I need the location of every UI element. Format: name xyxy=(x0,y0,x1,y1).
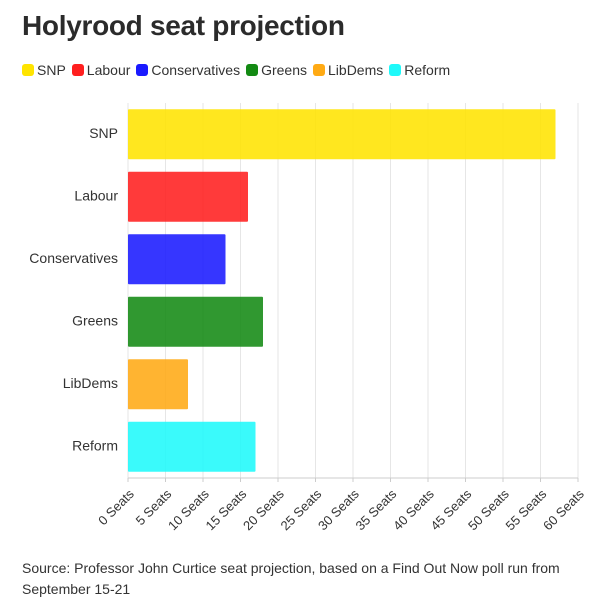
legend-item-labour[interactable]: Labour xyxy=(71,62,131,78)
legend-label-snp: SNP xyxy=(37,62,66,78)
bar-greens[interactable] xyxy=(128,296,263,347)
legend: SNP Labour Conservatives Greens LibDems … xyxy=(22,62,456,78)
legend-label-conservatives: Conservatives xyxy=(151,62,241,78)
bar-conservatives[interactable] xyxy=(128,234,226,285)
legend-item-snp[interactable]: SNP xyxy=(22,62,66,78)
y-category-label: LibDems xyxy=(63,375,118,391)
y-category-label: Greens xyxy=(72,312,118,328)
legend-item-conservatives[interactable]: Conservatives xyxy=(136,62,240,78)
x-tick-label: 0 Seats xyxy=(95,486,137,528)
bar-reform[interactable] xyxy=(128,421,256,472)
legend-label-greens: Greens xyxy=(261,62,308,78)
y-category-label: SNP xyxy=(89,125,118,141)
y-category-label: Conservatives xyxy=(29,250,118,266)
legend-swatch-reform xyxy=(389,64,402,76)
legend-swatch-conservatives xyxy=(136,64,149,76)
legend-item-greens[interactable]: Greens xyxy=(246,62,307,78)
y-category-label: Labour xyxy=(74,187,118,203)
legend-label-libdems: LibDems xyxy=(328,62,384,78)
legend-item-libdems[interactable]: LibDems xyxy=(313,62,383,78)
legend-label-labour: Labour xyxy=(86,62,131,78)
legend-swatch-greens xyxy=(246,64,259,76)
legend-swatch-libdems xyxy=(313,64,326,76)
legend-swatch-snp xyxy=(22,64,34,76)
x-tick-label: 60 Seats xyxy=(540,486,587,533)
bar-snp[interactable] xyxy=(128,109,556,160)
bar-libdems[interactable] xyxy=(128,359,188,410)
source-note: Source: Professor John Curtice seat proj… xyxy=(22,560,560,597)
chart-title: Holyrood seat projection xyxy=(22,10,345,41)
bar-labour[interactable] xyxy=(128,171,248,222)
legend-item-reform[interactable]: Reform xyxy=(389,62,450,78)
y-category-label: Reform xyxy=(72,437,118,453)
legend-swatch-labour xyxy=(71,64,84,76)
legend-label-reform: Reform xyxy=(404,62,451,78)
